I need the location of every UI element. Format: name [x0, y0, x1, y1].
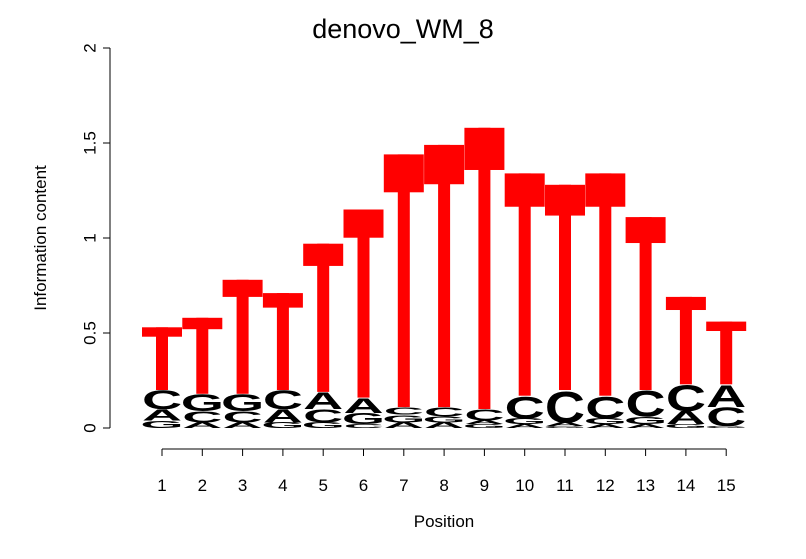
letter-T: [262, 293, 303, 390]
x-axis-label: Position: [414, 512, 474, 531]
letter-T: [142, 327, 182, 390]
letter-A: A: [343, 394, 383, 418]
x-tick-label: 1: [157, 476, 166, 495]
letter-G: G: [181, 390, 224, 417]
x-tick-label: 14: [676, 476, 695, 495]
x-tick-label: 5: [318, 476, 327, 495]
x-tick-label: 3: [238, 476, 247, 495]
letter-C: C: [585, 390, 625, 426]
chart-title: denovo_WM_8: [312, 14, 494, 44]
letter-G: G: [302, 421, 345, 430]
stack-position-8: AGC: [422, 144, 466, 430]
letter-G: G: [422, 415, 465, 424]
x-axis: 1 2 3 4 5 6 7 8 9 10 11 12 13 14 15: [157, 448, 736, 495]
stack-position-1: GAC: [140, 327, 184, 431]
letter-A: A: [464, 420, 504, 426]
stack-position-4: GAC: [261, 293, 305, 430]
letter-A: A: [626, 423, 666, 429]
letter-C: C: [303, 406, 343, 427]
y-tick-label: 2: [81, 43, 100, 52]
y-tick-label: 0.5: [81, 321, 100, 345]
letter-C: C: [706, 403, 746, 432]
stack-position-11: GAC: [543, 184, 587, 432]
stack-position-2: ACG: [181, 317, 224, 430]
letter-T: [303, 243, 344, 392]
stack-position-14: GAC: [664, 296, 708, 429]
letter-G: G: [221, 390, 264, 417]
y-axis: 0 0.5 1 1.5 2: [81, 43, 111, 433]
letter-T: [464, 127, 505, 410]
letter-T: [504, 173, 545, 396]
stack-position-3: ACG: [221, 279, 264, 430]
y-tick-label: 0: [81, 423, 100, 432]
letter-C: C: [182, 408, 222, 426]
letter-A: A: [303, 388, 343, 415]
letter-A: A: [585, 423, 625, 429]
letter-A: A: [666, 408, 706, 429]
letter-C: C: [384, 405, 424, 417]
y-axis-label: Information content: [31, 165, 50, 311]
stack-position-15: GCA: [705, 321, 748, 432]
letter-C: C: [505, 390, 545, 426]
letter-T: [625, 217, 666, 390]
stack-position-9: GAC: [463, 127, 506, 429]
letter-G: G: [463, 423, 506, 429]
stack-position-6: CGA: [342, 209, 385, 429]
letter-T: [222, 279, 263, 394]
letter-G: G: [705, 426, 748, 429]
x-tick-label: 12: [596, 476, 615, 495]
letter-G: G: [543, 426, 586, 429]
stack-position-5: GCA: [302, 243, 345, 430]
letter-T: [665, 296, 706, 385]
letter-C: C: [263, 386, 303, 415]
letter-C: C: [464, 406, 504, 424]
letter-T: [706, 321, 747, 385]
letter-C: C: [424, 405, 464, 420]
letter-G: G: [664, 423, 707, 429]
letter-T: [383, 154, 424, 408]
letter-T: [343, 209, 384, 398]
letter-T: [182, 317, 223, 394]
letter-A: A: [263, 406, 303, 427]
x-tick-label: 8: [439, 476, 448, 495]
letter-T: [424, 144, 465, 408]
letter-G: G: [624, 415, 667, 427]
x-tick-label: 13: [636, 476, 655, 495]
letter-T: [545, 184, 585, 390]
letter-C: C: [343, 423, 383, 429]
x-tick-label: 9: [480, 476, 489, 495]
letter-G: G: [140, 419, 183, 431]
letter-A: A: [223, 421, 263, 430]
stack-position-12: AGC: [584, 173, 627, 429]
letter-G: G: [261, 421, 304, 430]
y-tick-label: 1.5: [81, 131, 100, 155]
stack-position-10: AGC: [503, 173, 546, 429]
letter-T: [585, 173, 626, 396]
x-tick-label: 7: [399, 476, 408, 495]
letter-A: A: [424, 421, 464, 430]
letter-A: A: [182, 421, 222, 430]
letter-C: C: [223, 408, 263, 426]
letter-A: A: [142, 406, 182, 424]
x-tick-label: 15: [717, 476, 736, 495]
stack-position-7: AGC: [382, 154, 425, 430]
letter-A: A: [706, 378, 746, 414]
letter-C: C: [142, 386, 182, 415]
x-tick-label: 2: [198, 476, 207, 495]
x-tick-label: 10: [515, 476, 534, 495]
x-tick-label: 6: [359, 476, 368, 495]
letter-A: A: [545, 421, 585, 427]
letter-A: A: [384, 421, 424, 430]
letter-G: G: [503, 417, 546, 426]
stack-position-13: AGC: [624, 217, 667, 429]
x-tick-label: 11: [556, 476, 574, 495]
letter-A: A: [505, 423, 545, 429]
letter-G: G: [584, 417, 627, 426]
letter-G: G: [382, 413, 425, 425]
x-tick-label: 4: [278, 476, 287, 495]
letter-G: G: [342, 410, 385, 428]
y-tick-label: 1: [81, 233, 100, 242]
